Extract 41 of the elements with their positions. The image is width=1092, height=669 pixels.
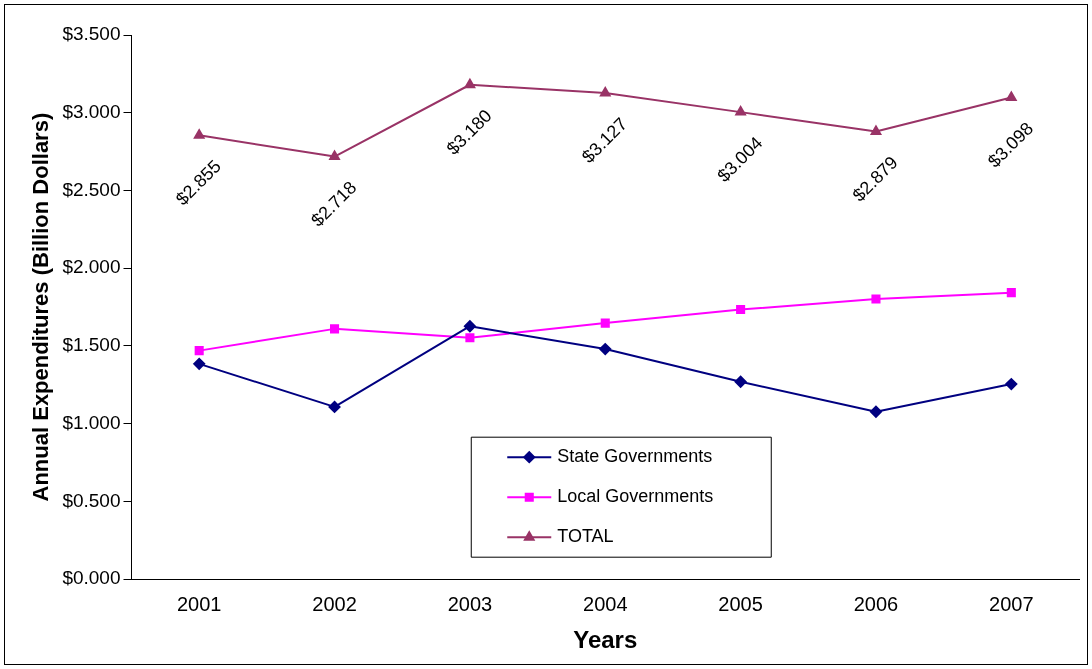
point [599, 87, 611, 97]
legend-label: State Governments [557, 446, 713, 467]
point [869, 405, 882, 418]
point [735, 106, 746, 116]
point [194, 346, 204, 356]
point [328, 400, 341, 413]
x-tick-label: 2007 [989, 592, 1034, 615]
x-axis-title: Years [573, 626, 638, 654]
y-tick-label: $1.500 [62, 334, 121, 356]
point [736, 305, 746, 315]
point [193, 357, 206, 370]
point [870, 125, 882, 136]
point [464, 78, 476, 89]
point [329, 150, 340, 161]
legend-label: Local Governments [557, 486, 714, 507]
legend-label: TOTAL [557, 526, 614, 547]
point [465, 333, 475, 343]
point [330, 324, 340, 334]
y-tick-label: $0.000 [62, 567, 121, 589]
point [1005, 91, 1017, 102]
y-tick-label: $2.500 [62, 178, 121, 200]
point [463, 320, 476, 333]
x-tick-label: 2006 [853, 592, 899, 615]
point [193, 129, 205, 139]
x-tick-label: 2002 [312, 592, 357, 615]
y-tick-label: $0.500 [62, 489, 121, 511]
y-tick-label: $1.000 [62, 411, 121, 433]
y-axis-title: Annual Expenditures (Billion Dollars) [28, 112, 54, 502]
point [600, 318, 610, 328]
point [734, 375, 747, 388]
x-tick-label: 2004 [583, 592, 628, 615]
x-tick-label: 2001 [176, 592, 222, 615]
point [1005, 378, 1018, 391]
point [1006, 288, 1016, 298]
x-tick-label: 2003 [447, 592, 493, 615]
point [599, 343, 612, 356]
x-tick-label: 2005 [718, 592, 763, 615]
point [871, 294, 881, 304]
y-tick-label: $3.500 [62, 23, 121, 45]
y-tick-label: $2.000 [62, 256, 121, 278]
y-tick-label: $3.000 [62, 100, 121, 122]
